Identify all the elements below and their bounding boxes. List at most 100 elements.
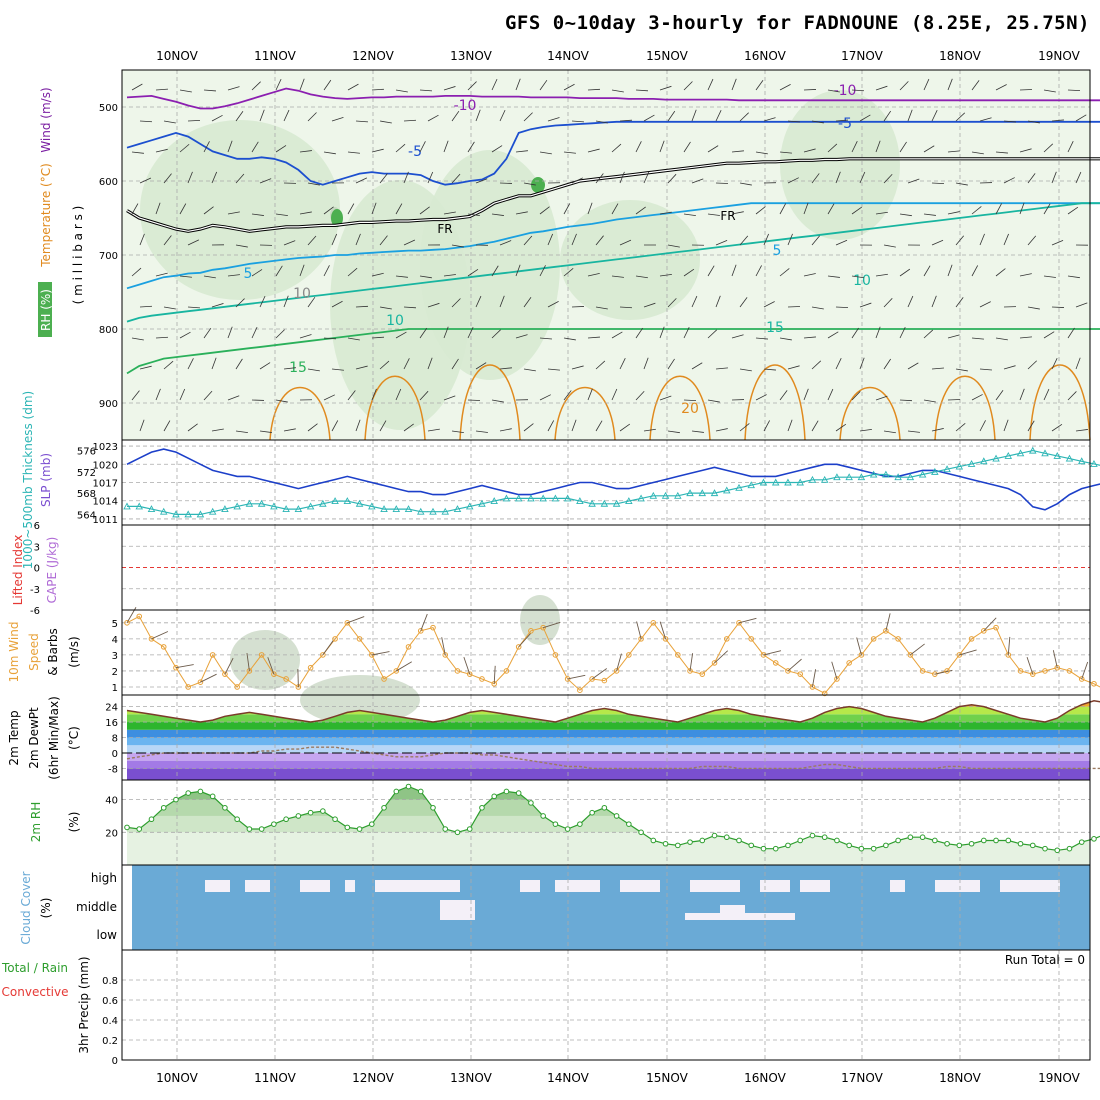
thickness-marker <box>906 473 915 481</box>
wind-barb <box>379 120 392 124</box>
wind-barb <box>539 79 548 91</box>
wind-barb <box>523 112 533 122</box>
rh-point <box>895 837 901 844</box>
wind-barb <box>307 112 317 122</box>
wind-barb <box>923 399 936 403</box>
wind-barb <box>131 151 144 154</box>
wind-barb <box>883 244 896 248</box>
wind-barb <box>779 268 790 277</box>
wind10m-label: Speed <box>27 633 41 671</box>
wind-barb <box>739 297 748 308</box>
wind-barb <box>547 233 554 246</box>
wind-barb <box>635 390 645 401</box>
rh-point <box>662 840 669 847</box>
thickness-marker <box>600 499 609 507</box>
wind-barb-10m <box>463 656 471 675</box>
wind-speed-point <box>993 624 999 631</box>
wind-barb <box>307 296 316 308</box>
temp-tick: 16 <box>105 718 118 729</box>
wind-barb <box>1051 119 1064 122</box>
chart-title: GFS 0~10day 3-hourly for FADNOUNE (8.25E… <box>504 12 1090 34</box>
wind-barb <box>179 331 191 339</box>
rh-point <box>968 840 975 847</box>
wind-speed-point <box>1054 664 1061 671</box>
rh-point <box>870 845 877 852</box>
wind-barb <box>451 244 464 248</box>
thickness-marker <box>612 499 621 507</box>
wind-barb-10m <box>787 658 802 672</box>
isotherm-20 <box>364 375 426 441</box>
rh-point <box>1054 847 1061 854</box>
rh-blob-high <box>331 209 343 227</box>
wind-barb <box>523 423 534 432</box>
wind-speed-point <box>932 671 938 677</box>
thickness-marker <box>661 491 670 499</box>
rh-point <box>295 813 302 819</box>
li-tick: 6 <box>34 521 40 532</box>
wind-speed-point <box>148 636 155 642</box>
wind-barb <box>1075 114 1087 122</box>
slp-tick: 1011 <box>93 515 118 526</box>
rh2m-unit: (%) <box>67 812 81 833</box>
wind-barb <box>379 173 388 184</box>
thickness-marker <box>392 505 401 513</box>
wind-barb <box>899 213 912 217</box>
rh-point <box>699 837 706 844</box>
rh-point <box>589 809 595 816</box>
wind-barb <box>811 360 822 370</box>
wind-barb <box>923 329 934 339</box>
wind-barb <box>779 337 792 341</box>
wind-barb <box>995 84 1007 91</box>
wind-speed-point <box>320 652 326 658</box>
rh-point <box>393 788 400 795</box>
wind-barb <box>643 428 656 432</box>
rh-point <box>185 790 191 796</box>
thickness-marker <box>723 486 731 494</box>
wind-speed-point <box>197 679 204 685</box>
wind-barb <box>1051 423 1063 432</box>
run-total: Run Total = 0 <box>1005 953 1085 967</box>
wind-barb <box>491 78 498 91</box>
wind-speed-point <box>1029 671 1036 677</box>
wind-barb <box>179 143 190 153</box>
wind-barb <box>179 203 187 215</box>
thickness-marker <box>233 502 241 510</box>
slp-tick: 1014 <box>93 497 118 508</box>
wind-barb <box>523 235 533 246</box>
wind-barb <box>163 360 174 370</box>
wind-speed-point <box>564 676 571 682</box>
rh-point <box>552 821 559 827</box>
wind-label: Wind (m/s) <box>39 87 53 152</box>
wind-barb <box>763 117 776 122</box>
thickness-marker <box>502 494 511 502</box>
wind-barb <box>131 203 139 215</box>
li-label: Lifted Index <box>11 535 25 606</box>
wind-barb <box>835 119 848 122</box>
rh-point <box>320 808 326 814</box>
li-tick: -3 <box>30 585 40 596</box>
wind-barb <box>539 394 551 401</box>
cloud-clear <box>720 905 745 920</box>
wind-barb-10m <box>763 650 782 656</box>
wind-barb <box>307 423 318 432</box>
wind-barb <box>1051 171 1057 184</box>
rh-point <box>173 796 179 803</box>
wind-barb <box>803 89 817 91</box>
thickness-marker <box>123 502 131 510</box>
thickness-marker <box>429 507 437 515</box>
wind-barb <box>707 145 719 153</box>
thickness-marker <box>1004 451 1013 459</box>
rh-point <box>234 816 240 823</box>
precip-conv-label: Convective <box>2 985 69 999</box>
thickness-marker <box>1053 451 1061 459</box>
wind-barb <box>1067 206 1079 215</box>
wind-barb <box>827 275 840 278</box>
contour-label: -10 <box>834 83 857 99</box>
wind-barb <box>1051 240 1064 246</box>
rh-point <box>528 800 534 806</box>
wind-barb <box>419 206 430 215</box>
wind-barb <box>395 388 402 401</box>
minmax-label: (6hr Min/Max) <box>47 696 61 780</box>
wind-barb <box>787 120 800 123</box>
slp-line <box>126 448 1100 511</box>
